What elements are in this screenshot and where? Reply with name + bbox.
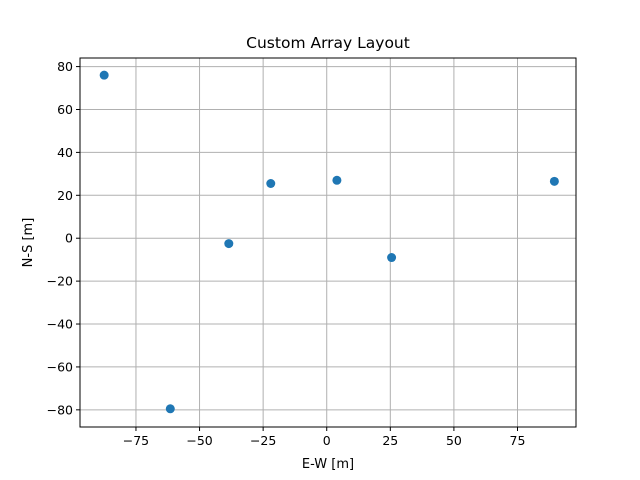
data-point	[387, 253, 397, 263]
y-tick-label: −60	[47, 359, 73, 374]
data-point	[165, 404, 175, 414]
y-tick-label: −20	[47, 274, 73, 289]
y-tick-label: −80	[47, 402, 73, 417]
data-point	[332, 175, 342, 185]
x-tick-label: −50	[186, 433, 212, 448]
axis-ticks: −75 −50 −25 0 25 50 75 −80 −60 −40 −20 0 20 40 60 80	[47, 59, 526, 448]
y-tick-label: 40	[57, 145, 73, 160]
x-tick-label: 50	[446, 433, 462, 448]
x-tick-label: −25	[250, 433, 276, 448]
plot-frame	[79, 57, 577, 428]
y-axis-label: N-S [m]	[21, 218, 36, 268]
data-point	[224, 239, 234, 249]
x-tick-label: 75	[510, 433, 526, 448]
data-point	[99, 70, 109, 80]
y-tick-label: 20	[57, 188, 73, 203]
x-axis-label: E-W [m]	[302, 457, 354, 472]
data-points	[99, 70, 559, 414]
y-tick-label: 80	[57, 59, 73, 74]
y-tick-label: 60	[57, 102, 73, 117]
x-tick-label: −75	[123, 433, 149, 448]
y-tick-label: −40	[47, 317, 73, 332]
grid	[80, 58, 576, 427]
data-point	[549, 176, 559, 186]
y-tick-label: 0	[65, 231, 73, 246]
x-tick-label: 0	[323, 433, 331, 448]
chart-title: Custom Array Layout	[246, 34, 410, 52]
x-tick-label: 25	[382, 433, 398, 448]
data-point	[266, 179, 276, 189]
